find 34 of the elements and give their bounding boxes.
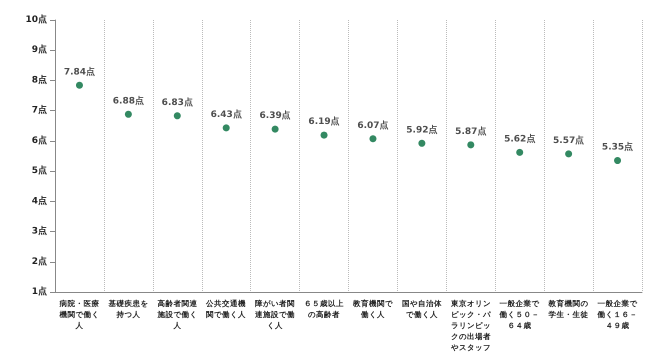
point [124,110,132,118]
point [369,135,376,142]
point [320,132,328,139]
point [614,157,622,164]
point [76,82,83,89]
point [516,148,524,156]
point [174,112,181,120]
data-label: 5.87点 [455,126,486,137]
data-label: 6.39点 [260,110,291,122]
point [565,150,572,158]
y-tick-label: 6点 [32,134,47,146]
point [222,124,230,132]
data-label: 6.19点 [308,116,340,128]
data-label: 7.84点 [64,66,96,78]
data-label: 6.07点 [357,120,389,131]
data-label: 5.62点 [504,133,536,144]
data-label: 6.43点 [210,108,242,120]
y-tick-label: 7点 [32,104,47,116]
point [467,141,474,148]
y-tick-label: 10点 [25,14,47,25]
y-tick-label: 9点 [32,44,47,56]
y-tick-label: 2点 [32,256,47,267]
data-label: 6.88点 [112,95,144,106]
y-tick-label: 8点 [32,74,47,86]
data-label: 6.83点 [162,96,193,108]
y-tick-label: 3点 [32,226,47,237]
y-tick-label: 4点 [32,195,47,206]
data-label: 5.35点 [602,142,634,153]
point [418,140,426,147]
y-tick-label: 5点 [32,165,47,176]
point [272,126,279,133]
data-label: 5.92点 [406,124,438,136]
y-tick-label: 1点 [32,286,47,297]
data-label: 5.57点 [553,134,584,146]
